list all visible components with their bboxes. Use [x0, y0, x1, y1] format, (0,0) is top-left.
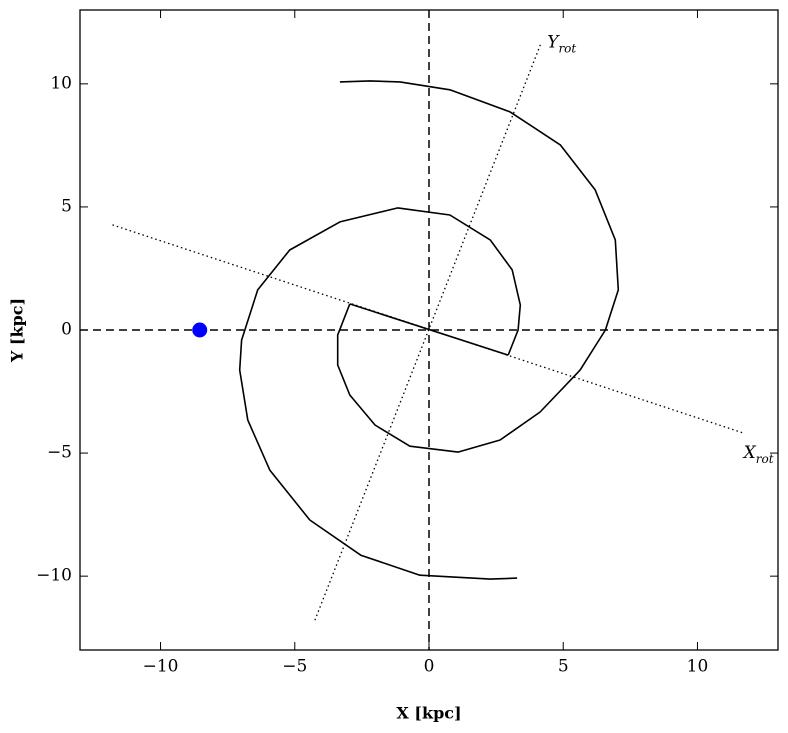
- rotated-axis-label: Xrot: [742, 443, 774, 466]
- spiral-arm: [336, 80, 620, 453]
- x-tick-label: −10: [143, 657, 179, 677]
- y-tick-label: 5: [61, 196, 72, 216]
- x-tick-label: −5: [282, 657, 307, 677]
- label-main: X: [742, 443, 757, 463]
- x-tick-label: 5: [558, 657, 569, 677]
- rotated-axis-label: Yrot: [547, 32, 576, 55]
- label-main: Y: [547, 32, 560, 52]
- y-tick-label: −10: [36, 566, 72, 586]
- spiral-arm: [238, 207, 522, 580]
- x-axis-label: X [kpc]: [396, 704, 461, 723]
- y-tick-label: 0: [61, 320, 72, 340]
- label-sub: rot: [756, 452, 774, 466]
- y-tick-label: 10: [50, 73, 72, 93]
- sun-marker: [192, 322, 208, 338]
- rotated-axis: [314, 42, 542, 621]
- y-axis-label: Y [kpc]: [8, 298, 27, 363]
- y-tick-label: −5: [47, 443, 72, 463]
- x-tick-label: 0: [424, 657, 435, 677]
- x-tick-label: 10: [687, 657, 709, 677]
- label-sub: rot: [558, 41, 576, 55]
- rotated-axis: [112, 224, 744, 434]
